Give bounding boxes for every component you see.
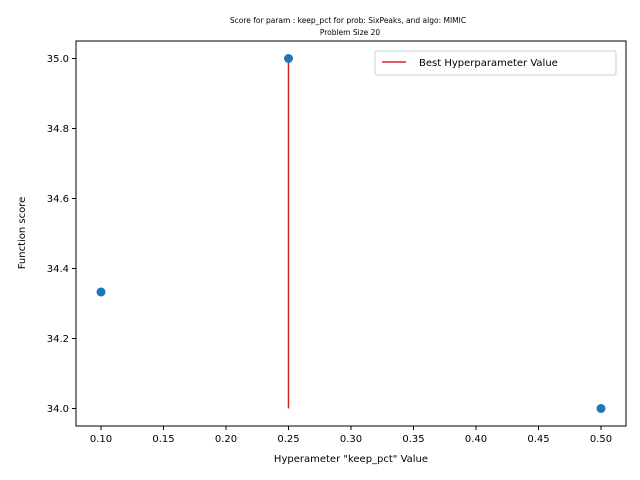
y-tick-label: 34.4: [47, 264, 69, 275]
scatter-point: [284, 54, 293, 63]
legend-box: [374, 50, 617, 76]
chart-subtitle: Problem Size 20: [320, 28, 381, 37]
x-tick-label: 0.10: [90, 434, 112, 445]
x-tick-label: 0.15: [152, 434, 174, 445]
x-tick-label: 0.40: [465, 434, 487, 445]
x-tick-label: 0.35: [402, 434, 424, 445]
y-tick-label: 34.2: [47, 334, 69, 345]
legend: Best Hyperparameter Value: [374, 50, 617, 76]
plot-frame: [75, 40, 627, 427]
x-axis-ticks: 0.10 0.15 0.20 0.25 0.30 0.35 0.40 0.45 0.50: [90, 426, 612, 445]
x-axis-label: Hyperameter "keep_pct" Value: [274, 454, 428, 465]
y-axis-ticks: 34.0 34.2 34.4 34.6 34.8 35.0: [47, 54, 76, 415]
scatter-point: [596, 404, 606, 413]
y-tick-label: 35.0: [47, 54, 69, 65]
scatter-point: [96, 287, 106, 297]
x-tick-label: 0.30: [340, 434, 362, 445]
y-tick-label: 34.0: [47, 404, 69, 415]
x-tick-label: 0.50: [590, 434, 612, 445]
y-tick-label: 34.6: [47, 194, 69, 205]
x-tick-label: 0.45: [527, 434, 549, 445]
y-axis-label: Function score: [17, 197, 28, 270]
y-tick-label: 34.8: [47, 124, 69, 135]
x-tick-label: 0.25: [277, 434, 299, 445]
chart-title: Score for param : keep_pct for prob: Six…: [230, 16, 466, 25]
x-tick-label: 0.20: [215, 434, 237, 445]
plot-marks: [96, 54, 606, 413]
legend-label: Best Hyperparameter Value: [419, 58, 558, 69]
